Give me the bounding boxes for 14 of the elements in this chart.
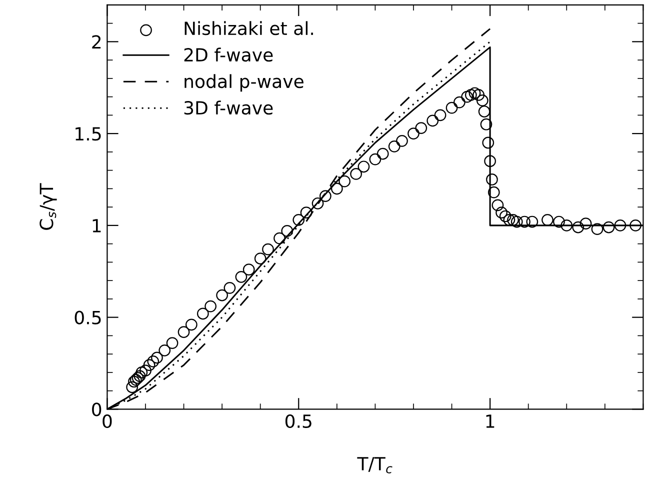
y-tick-label: 2 [92, 35, 101, 49]
x-tick-label: 0.5 [285, 414, 312, 428]
y-tick-label: 1 [92, 219, 101, 232]
legend-label: 3D f-wave [184, 100, 273, 115]
y-axis-title: C$_{s}$/γT [40, 183, 57, 230]
y-tick-label: 0 [92, 402, 102, 416]
x-tick-label: 1 [486, 414, 494, 428]
legend-label: nodal p-wave [184, 74, 304, 92]
legend-label: 2D f-wave [184, 48, 273, 62]
y-tick-label: 1.5 [76, 127, 101, 141]
legend-label: Nishizaki et al. [184, 21, 313, 36]
x-axis-title: T/T$_{c}$ [357, 457, 392, 474]
y-tick-label: 0.5 [74, 310, 101, 324]
x-tick-label: 0 [102, 414, 112, 428]
